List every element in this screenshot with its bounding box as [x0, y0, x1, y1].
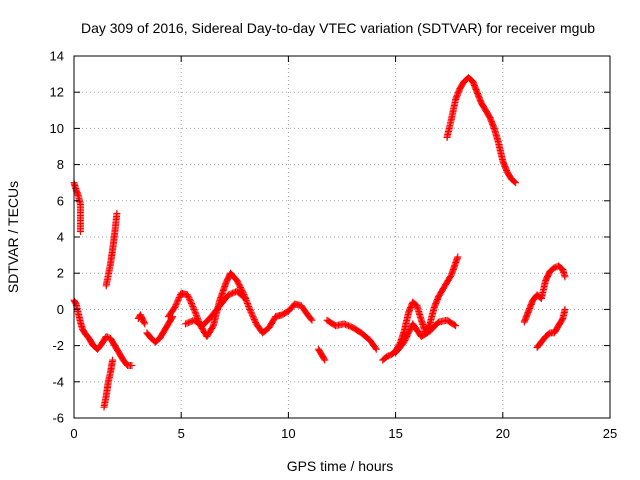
series-high-arc: [443, 74, 520, 187]
series-trail-marks: [100, 357, 116, 410]
ticks-layer: 0 5 10 15 20 25 -6 -4 -2 0 2 4 6 8 10 12 14: [50, 49, 618, 442]
series-trail-marks: [534, 307, 569, 350]
series-short-rise: [102, 209, 121, 290]
x-tick-label: 5: [178, 426, 185, 441]
x-tick-label: 10: [281, 426, 295, 441]
series-evening-lower: [392, 316, 460, 357]
series-trail-marks: [183, 288, 248, 329]
y-tick-label: 4: [57, 230, 64, 245]
y-tick-label: -2: [52, 338, 64, 353]
series-trail-marks: [71, 298, 134, 370]
x-axis-label: GPS time / hours: [287, 458, 394, 474]
series-trail-marks: [324, 317, 379, 352]
series-afternoon: [323, 316, 380, 353]
series-day-lower-trace: [181, 287, 250, 330]
x-tick-label: 0: [70, 426, 77, 441]
series-early-high: [70, 179, 84, 236]
y-tick-label: 0: [57, 302, 64, 317]
y-tick-label: 8: [57, 157, 64, 172]
series-night-arc: [70, 296, 136, 370]
y-axis-label: SDTVAR / TECUs: [5, 181, 21, 293]
series-late-arc: [520, 262, 569, 326]
y-tick-label: 10: [50, 121, 64, 136]
x-tick-label: 20: [496, 426, 510, 441]
series-trail-marks: [135, 312, 148, 327]
series-pre-dawn: [134, 311, 149, 328]
y-tick-label: -6: [52, 411, 64, 426]
series-trail-marks: [144, 314, 176, 345]
x-tick-label: 15: [388, 426, 402, 441]
y-tick-label: 14: [50, 49, 64, 64]
chart-title: Day 309 of 2016, Sidereal Day-to-day VTE…: [81, 20, 595, 36]
marks-layer: [70, 74, 569, 411]
series-late-lower: [533, 305, 569, 351]
series-noon-blip: [314, 345, 329, 364]
y-tick-label: 6: [57, 193, 64, 208]
y-tick-label: -4: [52, 374, 64, 389]
data-point: [246, 305, 254, 313]
series-trail-marks: [380, 254, 461, 363]
series-trail-marks: [521, 263, 569, 325]
series-morning-segment: [143, 313, 177, 346]
y-tick-label: 2: [57, 266, 64, 281]
series-trail-marks: [102, 211, 121, 288]
grid-layer: [73, 55, 611, 419]
series-evening-rise: [379, 253, 462, 364]
series-short-drop: [100, 356, 117, 411]
series-day-arc: [164, 269, 316, 341]
data-point: [190, 305, 198, 313]
series-trail-marks: [393, 317, 458, 356]
series-trail-marks: [70, 180, 84, 234]
y-tick-label: 12: [50, 85, 64, 100]
series-trail-marks: [315, 346, 328, 363]
x-tick-label: 25: [603, 426, 617, 441]
series-trail-marks: [443, 75, 519, 186]
